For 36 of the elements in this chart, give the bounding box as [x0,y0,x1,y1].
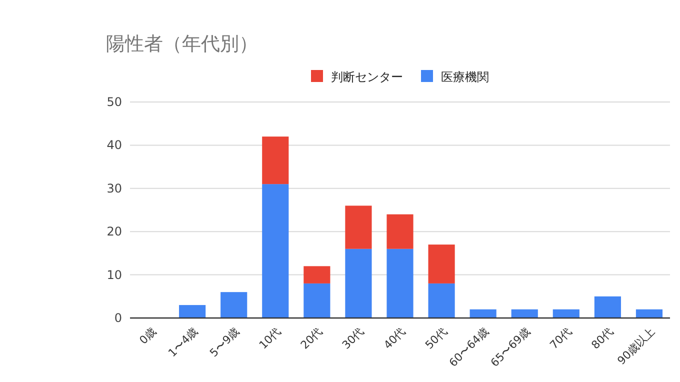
bar [386,248,414,318]
x-tick-label: 5〜9歳 [207,324,242,360]
x-tick-label: 10代 [256,324,284,352]
bar [304,283,330,318]
y-tick-label: 30 [106,181,122,196]
x-tick-label: 90歳以上 [614,324,658,368]
bar [428,283,455,318]
bar [594,296,621,318]
bar [304,266,330,284]
bar [262,136,289,184]
y-tick-label: 10 [106,268,122,282]
bar [552,309,580,318]
legend-label: 医療機関 [441,70,489,84]
bar [428,244,455,284]
bar [470,309,496,318]
bar [262,184,289,318]
bar [345,248,372,318]
bar [179,305,206,318]
bar [386,214,414,249]
x-tick-label: 1〜4歳 [166,324,200,360]
x-tick-label: 30代 [340,324,367,352]
y-tick-label: 20 [106,224,122,239]
bar [511,309,538,318]
x-tick-label: 20代 [298,324,326,352]
y-tick-label: 40 [106,138,122,152]
y-tick-label: 50 [106,95,122,109]
chart-title: 陽性者（年代別） [106,33,258,55]
x-tick-label: 40代 [381,324,408,352]
x-tick-label: 70代 [547,324,574,352]
bar [220,292,248,318]
y-tick-label: 0 [114,311,122,325]
x-tick-label: 0歳 [136,324,159,347]
bar [345,206,372,249]
x-tick-label: 80代 [588,324,616,352]
legend-label: 判断センター [331,70,403,84]
bar [636,309,663,318]
